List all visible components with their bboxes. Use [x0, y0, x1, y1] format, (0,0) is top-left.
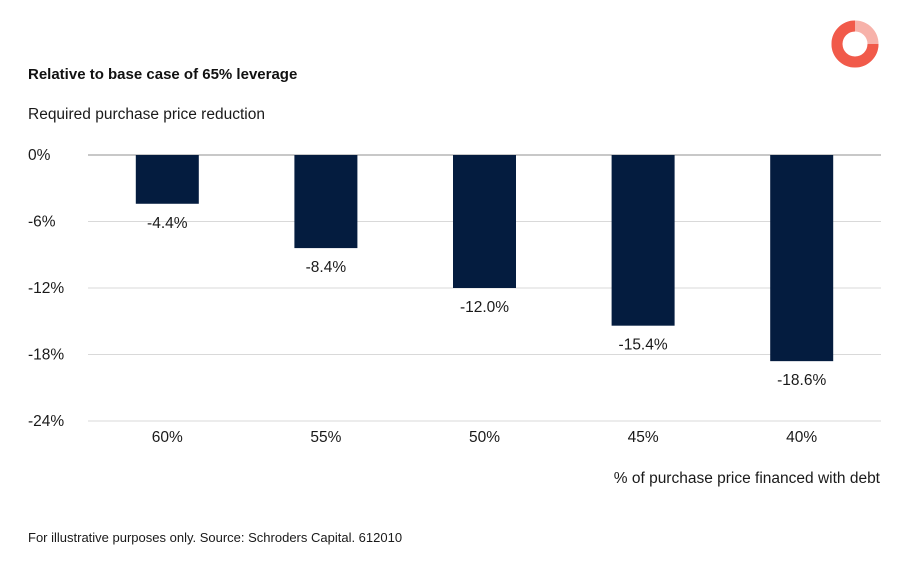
- bar: [135, 155, 199, 204]
- data-label: -18.6%: [777, 372, 826, 389]
- x-tick-label: 60%: [152, 429, 183, 446]
- x-tick-label: 45%: [628, 429, 659, 446]
- data-label: -15.4%: [619, 337, 668, 354]
- schroders-logo-icon: [831, 20, 879, 68]
- x-tick-label: 55%: [310, 429, 341, 446]
- data-label: -4.4%: [147, 215, 188, 232]
- bar: [770, 155, 834, 362]
- y-tick-label: -12%: [28, 280, 64, 297]
- chart-title: Relative to base case of 65% leverage: [28, 66, 298, 83]
- y-axis-title: Required purchase price reduction: [28, 106, 265, 123]
- bar: [453, 155, 516, 288]
- x-tick-label: 50%: [469, 429, 500, 446]
- data-label: -12.0%: [460, 299, 509, 316]
- bar: [611, 155, 675, 326]
- y-tick-label: 0%: [28, 147, 51, 164]
- data-label: -8.4%: [306, 259, 347, 276]
- y-tick-label: -6%: [28, 214, 56, 231]
- y-tick-label: -18%: [28, 347, 64, 364]
- x-tick-label: 40%: [786, 429, 817, 446]
- bar: [294, 155, 358, 249]
- source-footnote: For illustrative purposes only. Source: …: [28, 530, 403, 545]
- logo-ring-dark: [831, 20, 879, 68]
- x-axis-title: % of purchase price financed with debt: [613, 470, 880, 487]
- y-tick-label: -24%: [28, 413, 64, 430]
